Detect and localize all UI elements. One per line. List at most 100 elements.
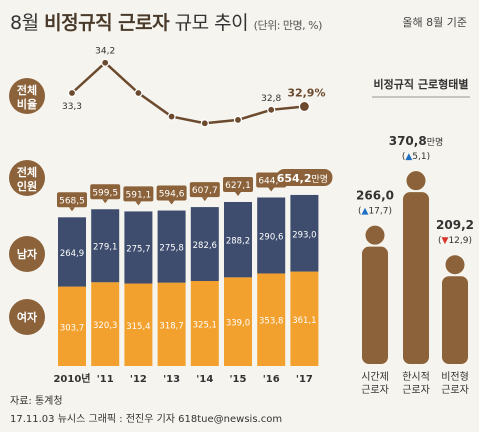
total-label: 599,5 [92,188,118,198]
figure-change-open: ( [358,207,362,217]
figure-value: 266,0 [356,189,394,203]
figure-label-l2: 근로자 [361,384,389,396]
bar-male [257,197,286,274]
label-male: 282,6 [193,241,217,251]
total-callout-pointer [69,207,75,212]
figure-change-value: 12,9 [448,236,468,246]
figure-change-value: 17,7 [368,207,388,217]
label-female: 315,4 [126,322,150,332]
title-unit: (단위: 만명, %) [253,19,323,32]
total-callout-bg [57,192,87,208]
bar-male [58,217,86,287]
label-female: 320,3 [93,321,117,331]
bar-male [224,201,252,278]
total-callout-pointer [168,200,175,205]
total-tag-l2: 인원 [17,179,37,193]
ratio-point [101,58,110,67]
label-female: 353,8 [259,317,283,327]
label-male: 275,8 [159,244,183,254]
total-callout-pointer [268,187,275,192]
bar-male [124,211,153,284]
ratio-line [71,61,305,125]
label-male: 290,6 [259,232,283,242]
total-callout-pointer [102,199,109,204]
label-female: 325,1 [193,320,217,330]
label-female: 303,7 [60,323,84,333]
figure-body [403,192,429,364]
bar-male [91,209,120,283]
x-tick-label: '13 [163,374,180,385]
bar-male [290,194,319,272]
male-tag-l1: 남자 [17,247,38,261]
label-male: 279,1 [93,243,117,253]
label-female: 318,7 [159,321,183,331]
label-male: 293,0 [292,230,316,240]
figure-value: 370,8만명 [389,134,444,148]
ratio-label: 32,9% [287,86,325,99]
chart-title: 8월 비정규직 근로자 규모 추이 (단위: 만명, %) [10,8,322,35]
ratio-tag-bg [9,78,45,114]
bar-female [290,271,319,366]
total-label: 644,4 [258,176,284,186]
bar-female [224,277,252,366]
down-arrow-icon: ▼ [442,236,449,246]
figure-value-unit: 만명 [427,137,444,148]
figure-change: (▼12,9) [438,236,472,246]
total-label: 627,1 [225,181,251,191]
figure-head [365,225,385,245]
ratio-point [134,88,143,98]
figure-label-l1: 한시적 [402,371,430,383]
figure-change-close: ) [427,152,431,162]
figure-change-value: 5,1 [412,152,426,162]
bar-female [257,273,286,366]
source-note: 자료: 통계청 [10,396,63,407]
bar-male [190,207,219,281]
ratio-point [67,88,77,98]
credit-note: 17.11.03 뉴시스 그래픽 : 전진우 기자 618tue@newsis.… [10,414,283,425]
label-male: 288,2 [226,237,250,247]
total-callout-bg [123,186,154,202]
basis-note: 올해 8월 기준 [402,16,467,29]
total-label: 654,2만명 [277,172,328,185]
label-female: 361,1 [292,316,316,326]
bar-female [91,282,120,366]
bar-female [190,280,219,366]
total-callout-bg [189,182,220,198]
side-title: 비정규직 근로형태별 [374,77,469,91]
figure-label-l2: 근로자 [402,384,430,396]
total-label: 568,5 [59,196,85,206]
ratio-point [267,105,276,114]
figure-label-l2: 근로자 [441,384,469,396]
figure-label-l1: 시간제 [361,371,389,383]
ratio-tag-l2: 비율 [17,97,37,111]
label-male: 275,7 [126,244,150,254]
figure-change-close: ) [388,207,392,217]
total-label: 607,7 [192,186,218,196]
male-tag-bg [9,236,45,272]
title-pre: 8월 [10,12,39,34]
x-tick-label: '12 [130,374,147,385]
up-arrow-icon: ▲ [362,207,369,217]
ratio-point [298,100,310,113]
ratio-point [200,119,209,128]
figure-change-close: ) [468,236,472,246]
total-callout-pointer [235,191,241,196]
x-tick-label: '15 [230,374,247,385]
total-callout-bg [276,168,333,186]
total-label: 591,1 [126,190,152,200]
figure-change-open: ( [438,236,442,246]
x-tick-label: '11 [97,374,114,385]
ratio-tag-l1: 전체 [17,83,37,97]
figure-change-open: ( [402,152,406,162]
figure-body [442,276,468,364]
label-male: 264,9 [60,249,84,259]
total-tag-l1: 전체 [17,165,37,179]
total-callout-bg [90,184,121,200]
label-female: 339,0 [226,319,250,329]
bar-female [58,286,86,366]
total-tag-bg [9,160,45,196]
figure-label-l1: 비전형 [441,371,469,383]
bar-female [157,282,186,366]
bar-male [157,210,186,283]
